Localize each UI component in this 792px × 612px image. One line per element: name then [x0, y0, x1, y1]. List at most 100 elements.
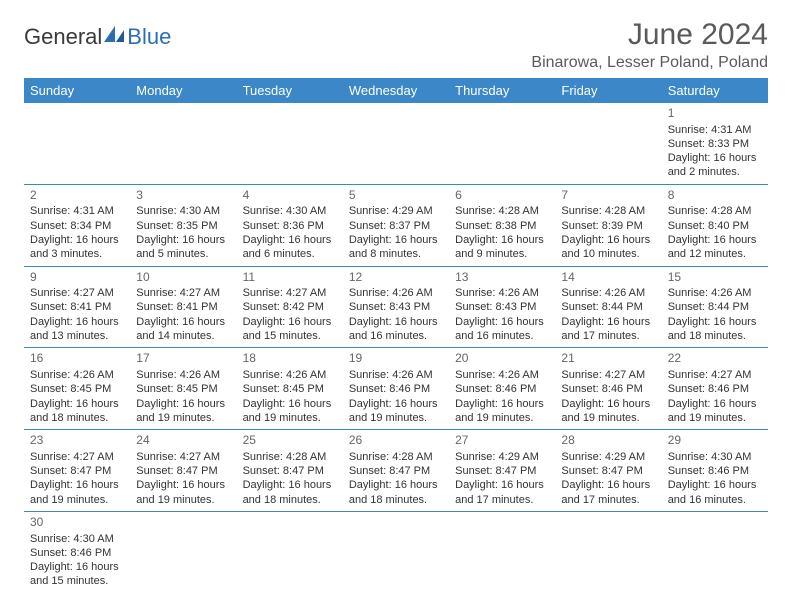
- calendar-row: 30Sunrise: 4:30 AMSunset: 8:46 PMDayligh…: [24, 511, 768, 592]
- daylight-text: Daylight: 16 hours and 17 minutes.: [455, 478, 549, 507]
- page: General Blue June 2024 Binarowa, Lesser …: [0, 0, 792, 611]
- weekday-header: Tuesday: [237, 78, 343, 103]
- daylight-text: Daylight: 16 hours and 8 minutes.: [349, 233, 443, 262]
- daylight-text: Daylight: 16 hours and 6 minutes.: [243, 233, 337, 262]
- day-number: 3: [136, 188, 230, 204]
- day-cell: 10Sunrise: 4:27 AMSunset: 8:41 PMDayligh…: [130, 266, 236, 348]
- empty-cell: [449, 103, 555, 184]
- day-number: 8: [668, 188, 762, 204]
- empty-cell: [343, 511, 449, 592]
- sunrise-text: Sunrise: 4:30 AM: [136, 204, 230, 218]
- sunset-text: Sunset: 8:44 PM: [668, 300, 762, 314]
- daylight-text: Daylight: 16 hours and 5 minutes.: [136, 233, 230, 262]
- page-title: June 2024: [628, 18, 768, 52]
- day-number: 18: [243, 351, 337, 367]
- sunrise-text: Sunrise: 4:30 AM: [668, 450, 762, 464]
- location: Binarowa, Lesser Poland, Poland: [24, 54, 768, 72]
- sunrise-text: Sunrise: 4:27 AM: [30, 450, 124, 464]
- logo: General Blue: [24, 24, 171, 50]
- sunrise-text: Sunrise: 4:27 AM: [243, 286, 337, 300]
- day-number: 2: [30, 188, 124, 204]
- daylight-text: Daylight: 16 hours and 18 minutes.: [668, 315, 762, 344]
- daylight-text: Daylight: 16 hours and 19 minutes.: [243, 397, 337, 426]
- daylight-text: Daylight: 16 hours and 18 minutes.: [243, 478, 337, 507]
- day-cell: 26Sunrise: 4:28 AMSunset: 8:47 PMDayligh…: [343, 430, 449, 512]
- day-cell: 19Sunrise: 4:26 AMSunset: 8:46 PMDayligh…: [343, 348, 449, 430]
- day-number: 19: [349, 351, 443, 367]
- day-cell: 21Sunrise: 4:27 AMSunset: 8:46 PMDayligh…: [555, 348, 661, 430]
- day-cell: 28Sunrise: 4:29 AMSunset: 8:47 PMDayligh…: [555, 430, 661, 512]
- day-cell: 14Sunrise: 4:26 AMSunset: 8:44 PMDayligh…: [555, 266, 661, 348]
- day-cell: 16Sunrise: 4:26 AMSunset: 8:45 PMDayligh…: [24, 348, 130, 430]
- sunrise-text: Sunrise: 4:31 AM: [30, 204, 124, 218]
- day-number: 30: [30, 515, 124, 531]
- day-number: 10: [136, 270, 230, 286]
- day-cell: 17Sunrise: 4:26 AMSunset: 8:45 PMDayligh…: [130, 348, 236, 430]
- day-cell: 12Sunrise: 4:26 AMSunset: 8:43 PMDayligh…: [343, 266, 449, 348]
- daylight-text: Daylight: 16 hours and 16 minutes.: [668, 478, 762, 507]
- day-cell: 11Sunrise: 4:27 AMSunset: 8:42 PMDayligh…: [237, 266, 343, 348]
- sunset-text: Sunset: 8:46 PM: [455, 382, 549, 396]
- daylight-text: Daylight: 16 hours and 19 minutes.: [136, 397, 230, 426]
- daylight-text: Daylight: 16 hours and 10 minutes.: [561, 233, 655, 262]
- day-cell: 5Sunrise: 4:29 AMSunset: 8:37 PMDaylight…: [343, 184, 449, 266]
- day-number: 13: [455, 270, 549, 286]
- day-cell: 18Sunrise: 4:26 AMSunset: 8:45 PMDayligh…: [237, 348, 343, 430]
- day-number: 24: [136, 433, 230, 449]
- empty-cell: [555, 511, 661, 592]
- day-number: 7: [561, 188, 655, 204]
- day-cell: 13Sunrise: 4:26 AMSunset: 8:43 PMDayligh…: [449, 266, 555, 348]
- calendar-body: 1Sunrise: 4:31 AMSunset: 8:33 PMDaylight…: [24, 103, 768, 593]
- sunset-text: Sunset: 8:34 PM: [30, 219, 124, 233]
- sunset-text: Sunset: 8:44 PM: [561, 300, 655, 314]
- sunset-text: Sunset: 8:40 PM: [668, 219, 762, 233]
- sunset-text: Sunset: 8:35 PM: [136, 219, 230, 233]
- weekday-header: Wednesday: [343, 78, 449, 103]
- sunset-text: Sunset: 8:45 PM: [136, 382, 230, 396]
- day-cell: 27Sunrise: 4:29 AMSunset: 8:47 PMDayligh…: [449, 430, 555, 512]
- calendar-table: Sunday Monday Tuesday Wednesday Thursday…: [24, 78, 768, 593]
- sunset-text: Sunset: 8:37 PM: [349, 219, 443, 233]
- day-cell: 15Sunrise: 4:26 AMSunset: 8:44 PMDayligh…: [662, 266, 768, 348]
- empty-cell: [449, 511, 555, 592]
- sunrise-text: Sunrise: 4:29 AM: [349, 204, 443, 218]
- calendar-row: 1Sunrise: 4:31 AMSunset: 8:33 PMDaylight…: [24, 103, 768, 184]
- day-cell: 8Sunrise: 4:28 AMSunset: 8:40 PMDaylight…: [662, 184, 768, 266]
- day-number: 9: [30, 270, 124, 286]
- day-cell: 29Sunrise: 4:30 AMSunset: 8:46 PMDayligh…: [662, 430, 768, 512]
- sunrise-text: Sunrise: 4:26 AM: [455, 368, 549, 382]
- daylight-text: Daylight: 16 hours and 15 minutes.: [30, 560, 124, 589]
- sunrise-text: Sunrise: 4:29 AM: [561, 450, 655, 464]
- sunrise-text: Sunrise: 4:26 AM: [349, 368, 443, 382]
- day-number: 16: [30, 351, 124, 367]
- sunset-text: Sunset: 8:47 PM: [30, 464, 124, 478]
- sunset-text: Sunset: 8:46 PM: [30, 546, 124, 560]
- daylight-text: Daylight: 16 hours and 19 minutes.: [561, 397, 655, 426]
- day-cell: 4Sunrise: 4:30 AMSunset: 8:36 PMDaylight…: [237, 184, 343, 266]
- sunset-text: Sunset: 8:47 PM: [455, 464, 549, 478]
- day-number: 27: [455, 433, 549, 449]
- sunrise-text: Sunrise: 4:26 AM: [136, 368, 230, 382]
- weekday-header-row: Sunday Monday Tuesday Wednesday Thursday…: [24, 78, 768, 103]
- day-number: 20: [455, 351, 549, 367]
- day-number: 11: [243, 270, 337, 286]
- day-cell: 3Sunrise: 4:30 AMSunset: 8:35 PMDaylight…: [130, 184, 236, 266]
- weekday-header: Friday: [555, 78, 661, 103]
- sunrise-text: Sunrise: 4:26 AM: [668, 286, 762, 300]
- sunrise-text: Sunrise: 4:31 AM: [668, 123, 762, 137]
- daylight-text: Daylight: 16 hours and 16 minutes.: [455, 315, 549, 344]
- sunrise-text: Sunrise: 4:28 AM: [349, 450, 443, 464]
- day-cell: 2Sunrise: 4:31 AMSunset: 8:34 PMDaylight…: [24, 184, 130, 266]
- weekday-header: Sunday: [24, 78, 130, 103]
- day-cell: 24Sunrise: 4:27 AMSunset: 8:47 PMDayligh…: [130, 430, 236, 512]
- sunrise-text: Sunrise: 4:28 AM: [668, 204, 762, 218]
- sunrise-text: Sunrise: 4:30 AM: [243, 204, 337, 218]
- day-number: 28: [561, 433, 655, 449]
- weekday-header: Monday: [130, 78, 236, 103]
- sunset-text: Sunset: 8:41 PM: [136, 300, 230, 314]
- sunset-text: Sunset: 8:46 PM: [668, 464, 762, 478]
- sunrise-text: Sunrise: 4:30 AM: [30, 532, 124, 546]
- daylight-text: Daylight: 16 hours and 14 minutes.: [136, 315, 230, 344]
- day-cell: 30Sunrise: 4:30 AMSunset: 8:46 PMDayligh…: [24, 511, 130, 592]
- calendar-row: 2Sunrise: 4:31 AMSunset: 8:34 PM Daylight…: [24, 184, 768, 266]
